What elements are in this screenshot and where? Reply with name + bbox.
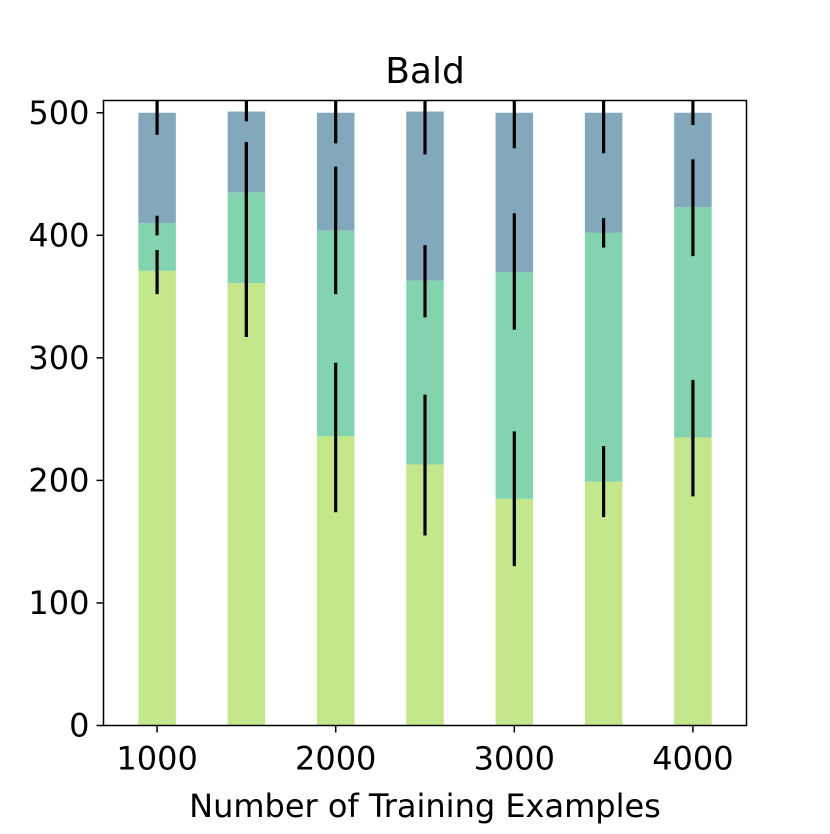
x-axis-label: Number of Training Examples [189,787,661,825]
x-tick-label: 2000 [295,740,376,778]
bar-segment-2-3500 [584,232,623,482]
y-tick-label: 400 [28,216,89,254]
y-tick-label: 100 [28,584,89,622]
x-tick-label: 1000 [116,740,197,778]
bar-segment-1-1000 [138,270,176,726]
y-axis: 0 100 200 300 400 500 [28,94,104,745]
plot-frame [102,99,748,727]
bar-segment-1-1500 [227,283,266,726]
y-tick-label: 0 [69,707,89,745]
x-tick-label: 3000 [474,740,555,778]
x-tick-label: 4000 [652,740,733,778]
y-tick-label: 500 [28,94,89,132]
error-bars-layer [155,100,695,567]
chart-title: Bald [385,51,465,92]
bar-segment-1-3500 [584,481,623,726]
x-axis: 1000 2000 3000 4000 [116,725,734,778]
y-tick-label: 300 [28,339,89,377]
y-tick-label: 200 [28,461,89,499]
